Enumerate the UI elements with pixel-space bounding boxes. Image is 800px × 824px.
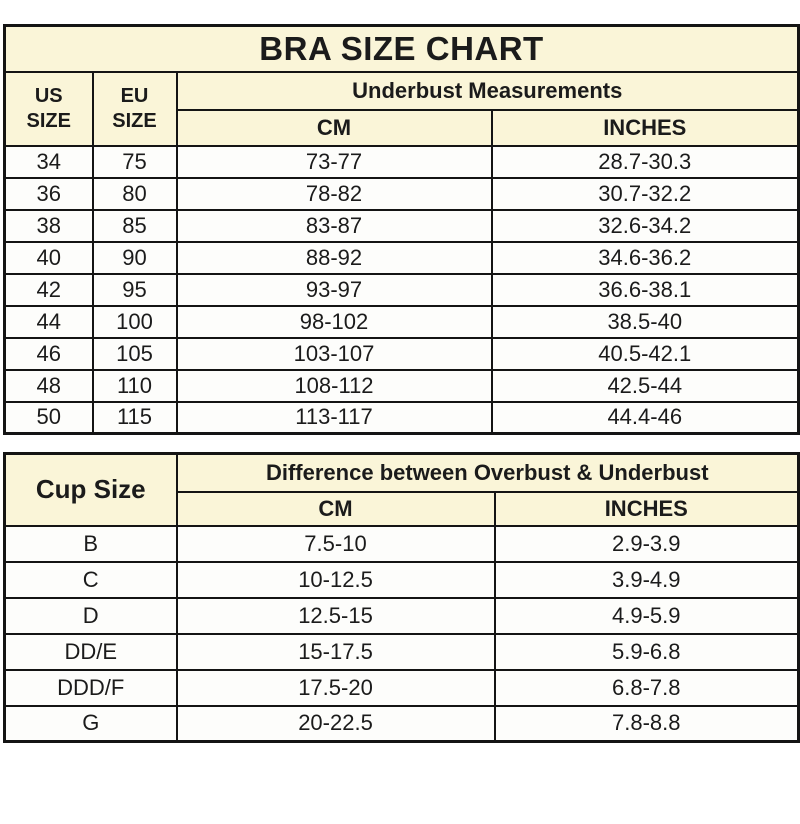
group-header-row: Cup Size Difference between Overbust & U… xyxy=(3,452,800,527)
cm-range-cell: 83-87 xyxy=(175,208,493,243)
cup-size-cell: DDD/F xyxy=(3,668,178,707)
table-row: 48 110 108-112 42.5-44 xyxy=(3,368,800,403)
eu-size-cell: 95 xyxy=(91,272,178,307)
eu-size-cell: 115 xyxy=(91,400,178,435)
table-row: 50 115 113-117 44.4-46 xyxy=(3,400,800,435)
inches-diff-cell: 6.8-7.8 xyxy=(493,668,800,707)
cup-size-table: Cup Size Difference between Overbust & U… xyxy=(3,452,800,743)
eu-size-cell: 100 xyxy=(91,304,178,339)
cm-diff-cell: 20-22.5 xyxy=(175,704,496,743)
difference-group-header: Difference between Overbust & Underbust xyxy=(175,452,800,493)
inches-header: INCHES xyxy=(493,490,800,527)
inches-diff-cell: 5.9-6.8 xyxy=(493,632,800,671)
table-row: 36 80 78-82 30.7-32.2 xyxy=(3,176,800,211)
cm-diff-cell: 7.5-10 xyxy=(175,524,496,563)
table-row: DDD/F 17.5-20 6.8-7.8 xyxy=(3,668,800,707)
cm-range-cell: 93-97 xyxy=(175,272,493,307)
us-size-header-label: US SIZE xyxy=(26,84,71,132)
inches-diff-cell: 7.8-8.8 xyxy=(493,704,800,743)
table-row: D 12.5-15 4.9-5.9 xyxy=(3,596,800,635)
table-row: DD/E 15-17.5 5.9-6.8 xyxy=(3,632,800,671)
bra-size-chart-page: BRA SIZE CHART US SIZE EU SIZE Underbust… xyxy=(0,24,800,824)
table-row: G 20-22.5 7.8-8.8 xyxy=(3,704,800,743)
cup-size-cell: D xyxy=(3,596,178,635)
table-row: 44 100 98-102 38.5-40 xyxy=(3,304,800,339)
us-size-cell: 44 xyxy=(3,304,94,339)
cm-diff-cell: 12.5-15 xyxy=(175,596,496,635)
inches-range-cell: 30.7-32.2 xyxy=(490,176,800,211)
us-size-header: US SIZE xyxy=(3,70,94,147)
cup-size-cell: C xyxy=(3,560,178,599)
underbust-group-header: Underbust Measurements xyxy=(175,70,800,111)
cm-range-cell: 78-82 xyxy=(175,176,493,211)
cup-size-cell: B xyxy=(3,524,178,563)
us-size-cell: 42 xyxy=(3,272,94,307)
cm-range-cell: 103-107 xyxy=(175,336,493,371)
eu-size-cell: 105 xyxy=(91,336,178,371)
table-title-row: BRA SIZE CHART xyxy=(3,24,800,73)
cm-diff-cell: 17.5-20 xyxy=(175,668,496,707)
inches-range-cell: 28.7-30.3 xyxy=(490,144,800,179)
unit-header-row: CM INCHES xyxy=(5,490,800,527)
cm-header: CM xyxy=(175,490,496,527)
inches-header: INCHES xyxy=(490,108,800,147)
eu-size-header: EU SIZE xyxy=(91,70,178,147)
cm-range-cell: 108-112 xyxy=(175,368,493,403)
inches-range-cell: 38.5-40 xyxy=(490,304,800,339)
table-row: 46 105 103-107 40.5-42.1 xyxy=(3,336,800,371)
cm-range-cell: 73-77 xyxy=(175,144,493,179)
us-size-cell: 46 xyxy=(3,336,94,371)
us-size-cell: 48 xyxy=(3,368,94,403)
group-header-row: US SIZE EU SIZE Underbust Measurements xyxy=(3,70,800,147)
table-row: C 10-12.5 3.9-4.9 xyxy=(3,560,800,599)
cm-diff-cell: 10-12.5 xyxy=(175,560,496,599)
bra-size-table: BRA SIZE CHART US SIZE EU SIZE Underbust… xyxy=(3,24,800,435)
table-row: B 7.5-10 2.9-3.9 xyxy=(3,524,800,563)
inches-range-cell: 40.5-42.1 xyxy=(490,336,800,371)
inches-range-cell: 34.6-36.2 xyxy=(490,240,800,275)
inches-range-cell: 32.6-34.2 xyxy=(490,208,800,243)
eu-size-cell: 90 xyxy=(91,240,178,275)
inches-range-cell: 42.5-44 xyxy=(490,368,800,403)
eu-size-cell: 75 xyxy=(91,144,178,179)
chart-title: BRA SIZE CHART xyxy=(3,24,800,73)
us-size-cell: 50 xyxy=(3,400,94,435)
eu-size-header-label: EU SIZE xyxy=(112,84,157,132)
cup-size-cell: DD/E xyxy=(3,632,178,671)
table-row: 38 85 83-87 32.6-34.2 xyxy=(3,208,800,243)
table-row: 34 75 73-77 28.7-30.3 xyxy=(3,144,800,179)
cm-header: CM xyxy=(175,108,493,147)
cup-size-cell: G xyxy=(3,704,178,743)
us-size-cell: 40 xyxy=(3,240,94,275)
eu-size-cell: 110 xyxy=(91,368,178,403)
inches-diff-cell: 2.9-3.9 xyxy=(493,524,800,563)
cup-size-header: Cup Size xyxy=(3,452,178,527)
us-size-cell: 34 xyxy=(3,144,94,179)
table-row: 40 90 88-92 34.6-36.2 xyxy=(3,240,800,275)
table-row: 42 95 93-97 36.6-38.1 xyxy=(3,272,800,307)
eu-size-cell: 80 xyxy=(91,176,178,211)
unit-header-row: CM INCHES xyxy=(5,108,800,147)
inches-diff-cell: 3.9-4.9 xyxy=(493,560,800,599)
cm-range-cell: 113-117 xyxy=(175,400,493,435)
eu-size-cell: 85 xyxy=(91,208,178,243)
cm-diff-cell: 15-17.5 xyxy=(175,632,496,671)
inches-diff-cell: 4.9-5.9 xyxy=(493,596,800,635)
inches-range-cell: 44.4-46 xyxy=(490,400,800,435)
us-size-cell: 38 xyxy=(3,208,94,243)
cm-range-cell: 98-102 xyxy=(175,304,493,339)
cm-range-cell: 88-92 xyxy=(175,240,493,275)
inches-range-cell: 36.6-38.1 xyxy=(490,272,800,307)
us-size-cell: 36 xyxy=(3,176,94,211)
